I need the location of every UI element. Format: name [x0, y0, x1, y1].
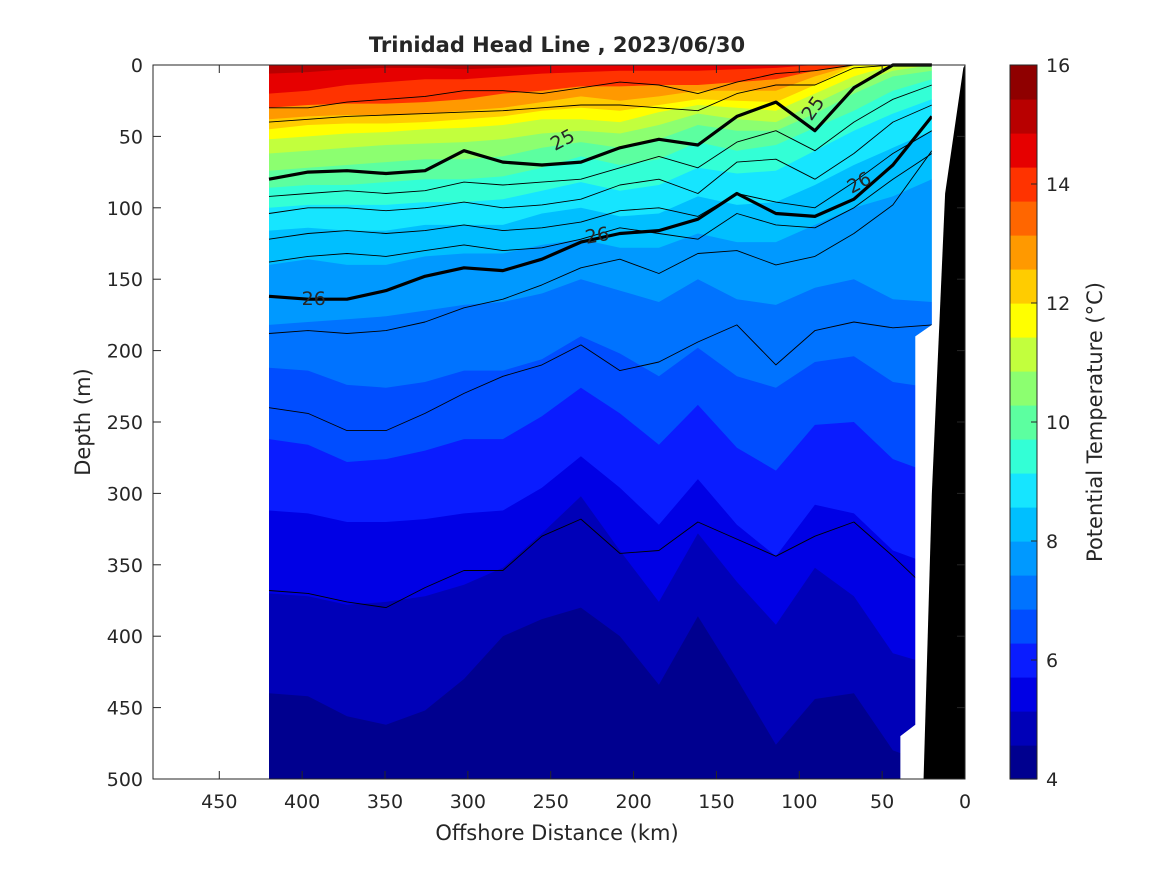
- y-axis-label: Depth (m): [71, 368, 95, 475]
- colorbar-swatch: [1010, 575, 1037, 610]
- density-contour: [268, 84, 933, 197]
- colorbar-swatch: [1010, 473, 1037, 508]
- y-tick-label: 0: [131, 55, 143, 77]
- chart-title: Trinidad Head Line , 2023/06/30: [369, 33, 745, 57]
- x-tick-label: 100: [781, 791, 817, 813]
- seafloor-bathymetry: [923, 65, 965, 779]
- x-axis-label: Offshore Distance (km): [435, 821, 678, 845]
- x-tick-label: 400: [284, 791, 320, 813]
- colorbar-swatch: [1010, 133, 1037, 168]
- seafloor: [900, 65, 965, 779]
- colorbar-swatch: [1010, 65, 1037, 100]
- colorbar-swatch: [1010, 507, 1037, 542]
- colorbar-swatch: [1010, 201, 1037, 236]
- temperature-band: [269, 65, 932, 74]
- x-tick-label: 50: [870, 791, 894, 813]
- colorbar-tick-label: 4: [1046, 769, 1058, 791]
- colorbar-swatch: [1010, 711, 1037, 746]
- colorbar-swatch: [1010, 677, 1037, 712]
- colorbar-swatch: [1010, 99, 1037, 134]
- y-axis: 0 50 100 150 200 250 300 350 400 450 500: [107, 55, 965, 791]
- svg-text:26: 26: [583, 223, 611, 249]
- x-tick-label: 200: [615, 791, 651, 813]
- y-tick-label: 300: [107, 483, 143, 505]
- density-contour: [268, 63, 932, 181]
- temperature-field: [269, 65, 932, 779]
- colorbar-tick-label: 16: [1046, 55, 1070, 77]
- colorbar: 4 6 8 10 12 14 16: [1009, 55, 1070, 791]
- density-contour: [268, 104, 933, 214]
- x-axis: 450 400 350 300 250 200 150 100 50 0: [201, 65, 971, 813]
- x-tick-label: 250: [533, 791, 569, 813]
- density-contour: [268, 153, 933, 263]
- contour-label: 26: [583, 223, 611, 249]
- density-contour: [268, 150, 933, 334]
- contour-label: 26: [302, 288, 326, 310]
- colorbar-swatch: [1010, 371, 1037, 406]
- colorbar-swatch: [1010, 609, 1037, 644]
- colorbar-tick-label: 6: [1046, 650, 1058, 672]
- x-tick-label: 350: [367, 791, 403, 813]
- y-tick-label: 150: [107, 269, 143, 291]
- colorbar-swatch: [1010, 439, 1037, 474]
- y-tick-label: 250: [107, 412, 143, 434]
- colorbar-tick-label: 10: [1046, 412, 1070, 434]
- colorbar-tick-label: 8: [1046, 531, 1058, 553]
- y-tick-label: 200: [107, 341, 143, 363]
- colorbar-tick-label: 14: [1046, 174, 1070, 196]
- y-tick-label: 50: [119, 126, 143, 148]
- x-tick-label: 150: [698, 791, 734, 813]
- density-contour: [268, 130, 933, 240]
- y-tick-label: 450: [107, 698, 143, 720]
- colorbar-swatch: [1010, 303, 1037, 338]
- colorbar-swatch: [1010, 269, 1037, 304]
- density-contour: [268, 115, 934, 301]
- colorbar-label: Potential Temperature (°C): [1083, 282, 1107, 562]
- density-contour: [268, 518, 933, 609]
- density-contour: [268, 64, 932, 123]
- x-tick-label: 0: [959, 791, 971, 813]
- colorbar-swatch: [1010, 235, 1037, 270]
- colorbar-tick-label: 12: [1046, 293, 1070, 315]
- density-contours: [268, 63, 934, 609]
- y-tick-label: 350: [107, 555, 143, 577]
- temperature-band: [269, 65, 932, 94]
- colorbar-swatch: [1010, 337, 1037, 372]
- colorbar-swatch: [1010, 541, 1037, 576]
- density-contour: [268, 321, 932, 432]
- y-tick-label: 400: [107, 626, 143, 648]
- y-tick-label: 500: [107, 769, 143, 791]
- colorbar-swatch: [1010, 745, 1037, 780]
- density-contour: [269, 64, 932, 109]
- y-tick-label: 100: [107, 198, 143, 220]
- svg-text:26: 26: [302, 288, 326, 310]
- x-tick-label: 450: [201, 791, 237, 813]
- x-tick-label: 300: [450, 791, 486, 813]
